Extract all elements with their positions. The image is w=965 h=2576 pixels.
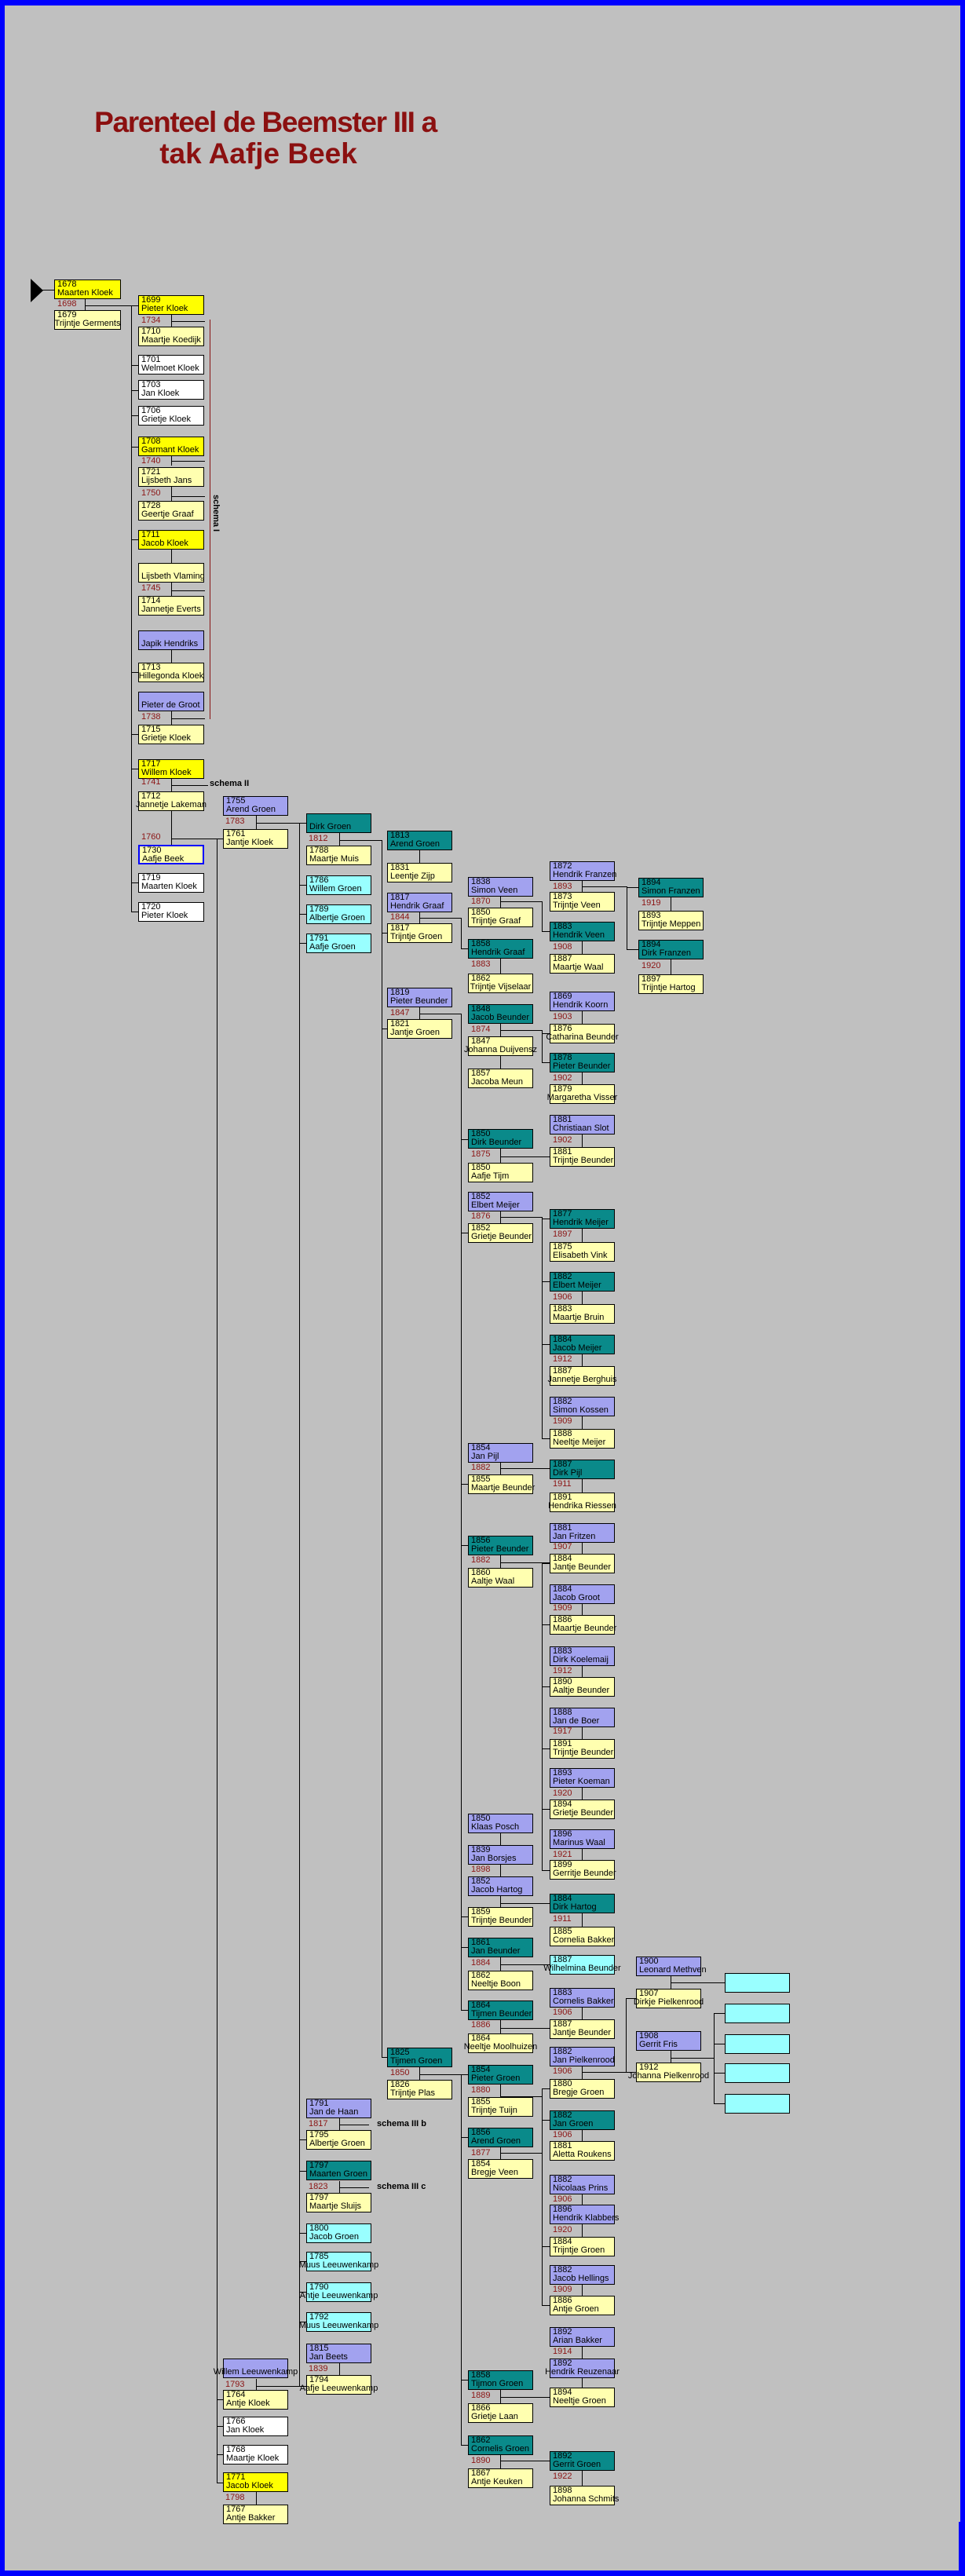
svg-text:schema I: schema I	[211, 495, 221, 532]
